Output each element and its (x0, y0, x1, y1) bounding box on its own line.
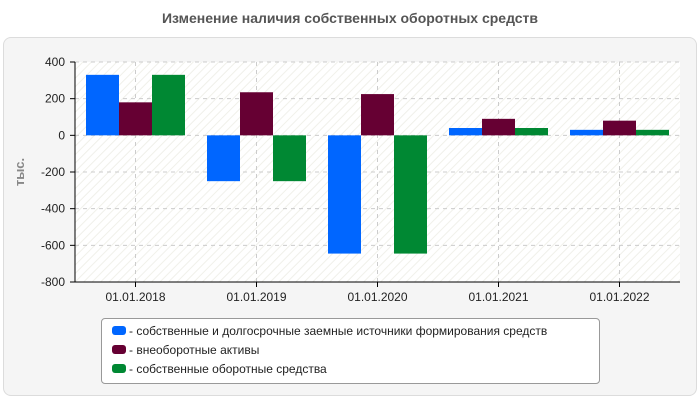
bar (207, 135, 240, 182)
y-tick-label: -200 (41, 165, 65, 179)
y-tick-label: 0 (58, 128, 65, 142)
legend-item-own-working-capital[interactable]: - собственные оборотные средства (112, 362, 327, 380)
bar (482, 118, 515, 136)
y-tick-label: 400 (45, 55, 65, 69)
bar (515, 128, 548, 136)
x-tick-label: 01.01.2022 (589, 290, 649, 304)
legend-label: - собственные и долгосрочные заемные ист… (129, 324, 548, 338)
bar (273, 135, 306, 182)
y-tick-label: -800 (41, 275, 65, 289)
x-tick-label: 01.01.2019 (226, 290, 286, 304)
bar (119, 102, 152, 136)
y-axis-label: тыс. (12, 158, 27, 186)
bar (449, 128, 482, 136)
bar (603, 120, 636, 136)
legend-swatch-blue (112, 326, 126, 336)
bar (636, 129, 669, 136)
bar (394, 135, 427, 254)
y-tick-label: -600 (41, 238, 65, 252)
y-tick-label: 200 (45, 92, 65, 106)
legend-swatch-green (112, 364, 126, 374)
x-tick-label: 01.01.2018 (105, 290, 165, 304)
bar (152, 74, 185, 136)
legend-item-noncurrent-assets[interactable]: - внеоборотные активы (112, 343, 259, 361)
bar (240, 92, 273, 136)
bar (328, 135, 361, 254)
chart-title: Изменение наличия собственных оборотных … (161, 10, 539, 26)
legend-item-own-and-longterm-sources[interactable]: - собственные и долгосрочные заемные ист… (112, 324, 547, 342)
bar (570, 129, 603, 136)
bar (361, 94, 394, 136)
chart-legend: - собственные и долгосрочные заемные ист… (101, 318, 600, 384)
legend-label: - собственные оборотные средства (129, 362, 327, 376)
legend-swatch-maroon (112, 345, 126, 355)
bar (86, 74, 119, 136)
x-tick-label: 01.01.2021 (468, 290, 528, 304)
x-tick-label: 01.01.2020 (347, 290, 407, 304)
y-tick-label: -400 (41, 202, 65, 216)
legend-label: - внеоборотные активы (129, 343, 260, 357)
